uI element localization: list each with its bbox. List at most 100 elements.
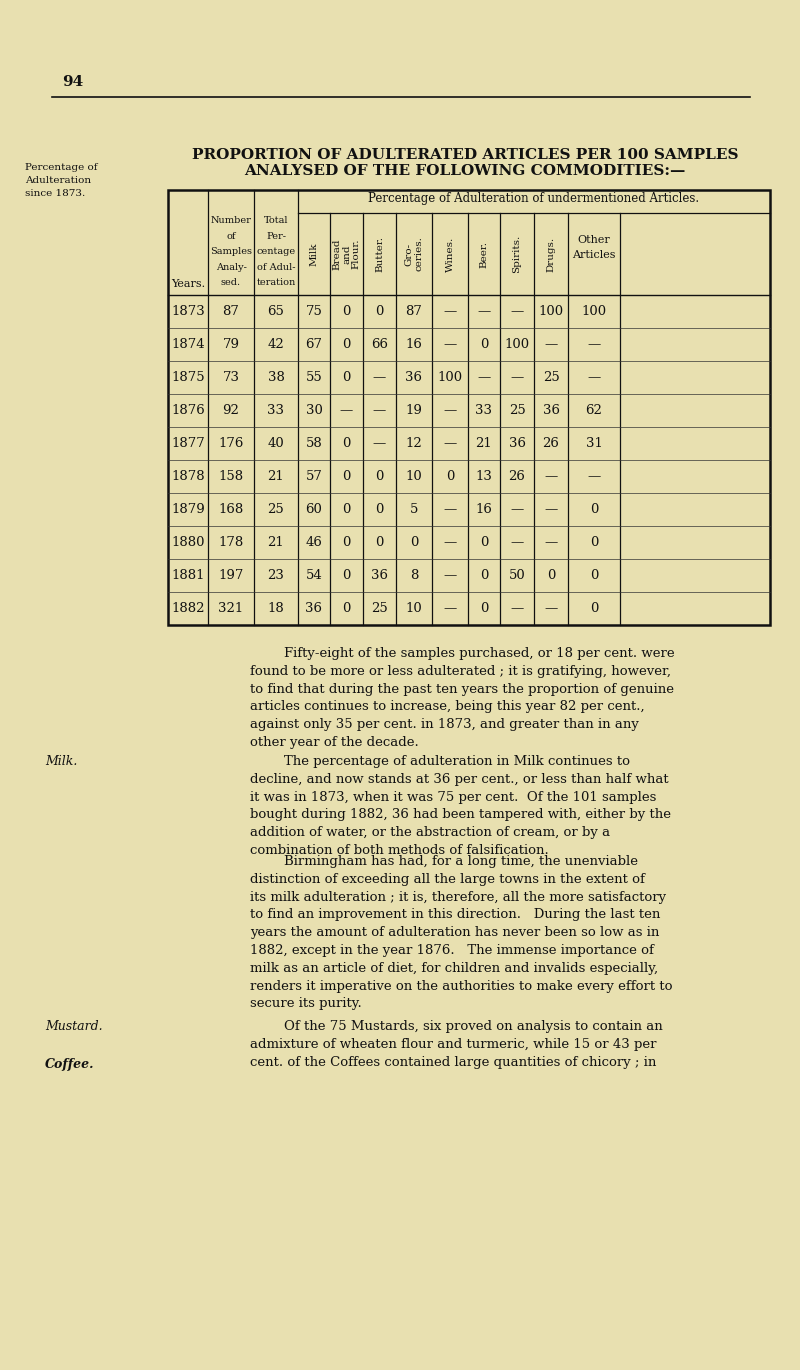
Text: Number: Number [210,216,251,225]
Text: 0: 0 [375,536,384,549]
Text: 100: 100 [505,338,530,351]
Text: 60: 60 [306,503,322,516]
Text: 57: 57 [306,470,322,484]
Text: of: of [226,232,236,241]
Text: 10: 10 [406,470,422,484]
Text: —: — [587,371,601,384]
Text: Years.: Years. [171,279,205,289]
Text: of Adul-: of Adul- [257,263,295,271]
Text: 321: 321 [218,601,244,615]
Text: 0: 0 [480,601,488,615]
Text: —: — [443,306,457,318]
Text: 67: 67 [306,338,322,351]
Text: teration: teration [256,278,296,288]
Text: —: — [443,437,457,449]
Text: Beer.: Beer. [479,241,489,267]
Text: Drugs.: Drugs. [546,237,555,271]
Text: 40: 40 [268,437,284,449]
Text: 21: 21 [268,470,284,484]
Text: 55: 55 [306,371,322,384]
Text: 100: 100 [438,371,462,384]
Text: 0: 0 [375,470,384,484]
Text: 30: 30 [306,404,322,416]
Text: 19: 19 [406,404,422,416]
Text: 65: 65 [267,306,285,318]
Text: 79: 79 [222,338,239,351]
Text: Adulteration: Adulteration [25,175,91,185]
Text: 100: 100 [582,306,606,318]
Text: 176: 176 [218,437,244,449]
Text: —: — [510,601,524,615]
Text: 36: 36 [509,437,526,449]
Text: —: — [510,306,524,318]
Text: 0: 0 [375,306,384,318]
Text: 0: 0 [342,503,350,516]
Text: 36: 36 [306,601,322,615]
Text: —: — [544,338,558,351]
Text: 0: 0 [480,569,488,582]
Text: 178: 178 [218,536,244,549]
Text: 21: 21 [268,536,284,549]
Text: 0: 0 [342,470,350,484]
Text: Per-: Per- [266,232,286,241]
Text: 0: 0 [446,470,454,484]
Text: 31: 31 [586,437,602,449]
Text: 66: 66 [371,338,388,351]
Text: 18: 18 [268,601,284,615]
Text: 25: 25 [542,371,559,384]
Text: 36: 36 [371,569,388,582]
Text: 0: 0 [547,569,555,582]
Text: 38: 38 [267,371,285,384]
Text: 0: 0 [480,338,488,351]
Text: 33: 33 [267,404,285,416]
Text: 0: 0 [342,569,350,582]
Text: 25: 25 [371,601,388,615]
Text: 92: 92 [222,404,239,416]
Text: 50: 50 [509,569,526,582]
Text: —: — [443,503,457,516]
Text: —: — [443,404,457,416]
Text: —: — [443,569,457,582]
Text: 26: 26 [509,470,526,484]
Text: 0: 0 [590,601,598,615]
Text: 26: 26 [542,437,559,449]
Text: 0: 0 [375,503,384,516]
Text: 1881: 1881 [171,569,205,582]
Text: 58: 58 [306,437,322,449]
Text: Milk.: Milk. [45,755,78,769]
Text: 42: 42 [268,338,284,351]
Text: Mustard.: Mustard. [45,1021,102,1033]
Text: Fifty-eight of the samples purchased, or 18 per cent. were
found to be more or l: Fifty-eight of the samples purchased, or… [250,647,674,749]
Text: 1880: 1880 [171,536,205,549]
Text: 168: 168 [218,503,244,516]
Text: —: — [510,371,524,384]
Text: 23: 23 [267,569,285,582]
Text: Other: Other [578,236,610,245]
Text: —: — [373,404,386,416]
Text: 73: 73 [222,371,239,384]
Text: 0: 0 [342,306,350,318]
Text: 1879: 1879 [171,503,205,516]
Text: —: — [510,503,524,516]
Text: 25: 25 [509,404,526,416]
Text: 0: 0 [342,338,350,351]
Text: 1876: 1876 [171,404,205,416]
Text: since 1873.: since 1873. [25,189,86,199]
Text: Bread
and
Flour.: Bread and Flour. [332,238,361,270]
Text: Birmingham has had, for a long time, the unenviable
distinction of exceeding all: Birmingham has had, for a long time, the… [250,855,673,1011]
Text: 13: 13 [475,470,493,484]
Text: 94: 94 [62,75,83,89]
Text: —: — [373,437,386,449]
Text: 36: 36 [542,404,559,416]
Text: 0: 0 [590,536,598,549]
Text: 21: 21 [476,437,492,449]
Text: sed.: sed. [221,278,241,288]
Text: 16: 16 [475,503,493,516]
Text: Spirits.: Spirits. [513,234,522,273]
Text: Percentage of: Percentage of [25,163,98,173]
Text: Coffee.: Coffee. [45,1058,94,1071]
Text: 75: 75 [306,306,322,318]
Text: 197: 197 [218,569,244,582]
Text: —: — [544,470,558,484]
Text: 16: 16 [406,338,422,351]
